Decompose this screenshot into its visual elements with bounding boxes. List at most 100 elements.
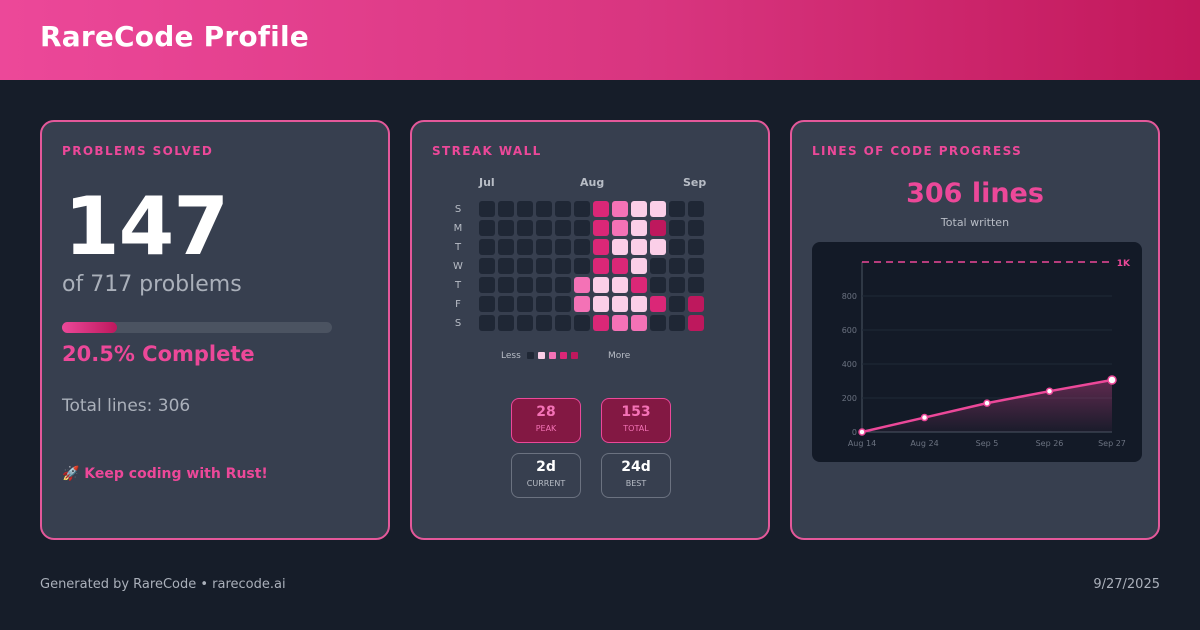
legend-swatch: [560, 352, 567, 359]
total-lines-text: Total lines: 306: [62, 396, 191, 416]
heatmap-cell: [650, 239, 666, 255]
heatmap-cell: [574, 239, 590, 255]
heatmap-cell: [517, 277, 533, 293]
y-tick-label: 0: [852, 428, 857, 437]
heatmap-cell: [688, 277, 704, 293]
heatmap-cell: [688, 315, 704, 331]
heatmap-cell: [631, 315, 647, 331]
loc-chart-svg: 0 200 400 600 800 1K Aug 14 Aug 24 Sep 5 Sep 26 Se…: [842, 259, 1131, 448]
day-label: T: [454, 242, 462, 253]
heatmap-cell: [612, 220, 628, 236]
heatmap-cell: [593, 296, 609, 312]
x-tick-label: Sep 27: [1098, 439, 1126, 448]
heatmap-cell: [479, 201, 495, 217]
heatmap-cell: [479, 258, 495, 274]
heatmap-cell: [498, 201, 514, 217]
heatmap-cell: [498, 315, 514, 331]
stat-label: BEST: [625, 479, 647, 488]
goal-label: 1K: [1117, 259, 1131, 269]
card-title-streak: STREAK WALL: [432, 144, 542, 158]
heatmap-cell: [479, 277, 495, 293]
heatmap-cell: [669, 258, 685, 274]
heatmap-cell: [593, 201, 609, 217]
heatmap-cell: [669, 315, 685, 331]
heatmap-cell: [555, 296, 571, 312]
stat-value: 28: [536, 404, 556, 420]
data-point: [1107, 375, 1117, 385]
heatmap-cell: [536, 258, 552, 274]
day-label: S: [454, 204, 462, 215]
heatmap-cell: [688, 220, 704, 236]
heatmap-cell: [669, 296, 685, 312]
heatmap-cell: [631, 239, 647, 255]
heatmap-cell: [650, 258, 666, 274]
heatmap-cell: [574, 315, 590, 331]
y-tick-label: 600: [842, 326, 857, 335]
heatmap-cell: [650, 296, 666, 312]
heatmap-cell: [479, 239, 495, 255]
heatmap-cell: [536, 201, 552, 217]
heatmap-cell: [498, 296, 514, 312]
data-point: [920, 413, 929, 422]
heatmap-cell: [612, 296, 628, 312]
stat-peak: 28 PEAK: [511, 398, 581, 443]
heatmap-cell: [555, 220, 571, 236]
header-banner: RareCode Profile: [0, 0, 1200, 80]
progress-bar: [62, 322, 332, 333]
heatmap-cell: [536, 296, 552, 312]
heatmap-cell: [669, 201, 685, 217]
heatmap-cell: [479, 220, 495, 236]
heatmap-cell: [498, 239, 514, 255]
heatmap-cell: [517, 315, 533, 331]
heatmap-cell: [536, 220, 552, 236]
stat-label: TOTAL: [623, 424, 649, 433]
day-label: S: [454, 318, 462, 329]
heatmap-cell: [498, 277, 514, 293]
heatmap-cell: [669, 239, 685, 255]
legend-more: More: [608, 351, 631, 361]
heatmap-cell: [650, 220, 666, 236]
heatmap-cell: [688, 201, 704, 217]
data-point: [983, 399, 991, 407]
heatmap-cell: [593, 239, 609, 255]
heatmap-cell: [574, 201, 590, 217]
loc-subtitle: Total written: [940, 216, 1010, 229]
day-label: T: [454, 280, 462, 291]
stat-label: CURRENT: [526, 479, 566, 488]
month-label: Sep: [683, 176, 707, 189]
stat-current: 2d CURRENT: [511, 453, 581, 498]
heatmap-cell: [593, 220, 609, 236]
stat-total: 153 TOTAL: [601, 398, 671, 443]
heatmap-cell: [517, 201, 533, 217]
card-title-problems: PROBLEMS SOLVED: [62, 144, 214, 158]
data-point: [1045, 387, 1054, 395]
footer-credit: Generated by RareCode • rarecode.ai: [40, 577, 286, 592]
heatmap-cell: [555, 258, 571, 274]
heatmap-cell: [612, 201, 628, 217]
legend-less: Less: [501, 351, 521, 361]
heatmap-cell: [517, 220, 533, 236]
x-tick-label: Aug 24: [910, 439, 938, 448]
footer-date: 9/27/2025: [1093, 577, 1160, 592]
x-tick-label: Sep 5: [976, 439, 999, 448]
heatmap-cell: [593, 277, 609, 293]
heatmap-cell: [574, 258, 590, 274]
y-tick-label: 200: [842, 394, 857, 403]
lines-of-code-card: LINES OF CODE PROGRESS 306 lines Total w…: [790, 120, 1160, 540]
stat-value: 2d: [536, 459, 556, 475]
heatmap-cell: [688, 239, 704, 255]
streak-wall-card: STREAK WALL Jul Aug Sep S M T W T F S Le…: [410, 120, 770, 540]
loc-total: 306 lines: [906, 178, 1044, 209]
heatmap-cell: [650, 315, 666, 331]
heatmap-cell: [669, 277, 685, 293]
heatmap-cell: [612, 315, 628, 331]
heatmap-cell: [631, 258, 647, 274]
heatmap-cell: [536, 239, 552, 255]
day-label: W: [453, 261, 463, 272]
heatmap-cell: [631, 220, 647, 236]
heatmap-cell: [650, 201, 666, 217]
heatmap-cell: [688, 296, 704, 312]
loc-chart: 0 200 400 600 800 1K Aug 14 Aug 24 Sep 5 Sep 26 Se…: [812, 242, 1142, 462]
heatmap-cell: [517, 296, 533, 312]
heatmap-cell: [612, 239, 628, 255]
